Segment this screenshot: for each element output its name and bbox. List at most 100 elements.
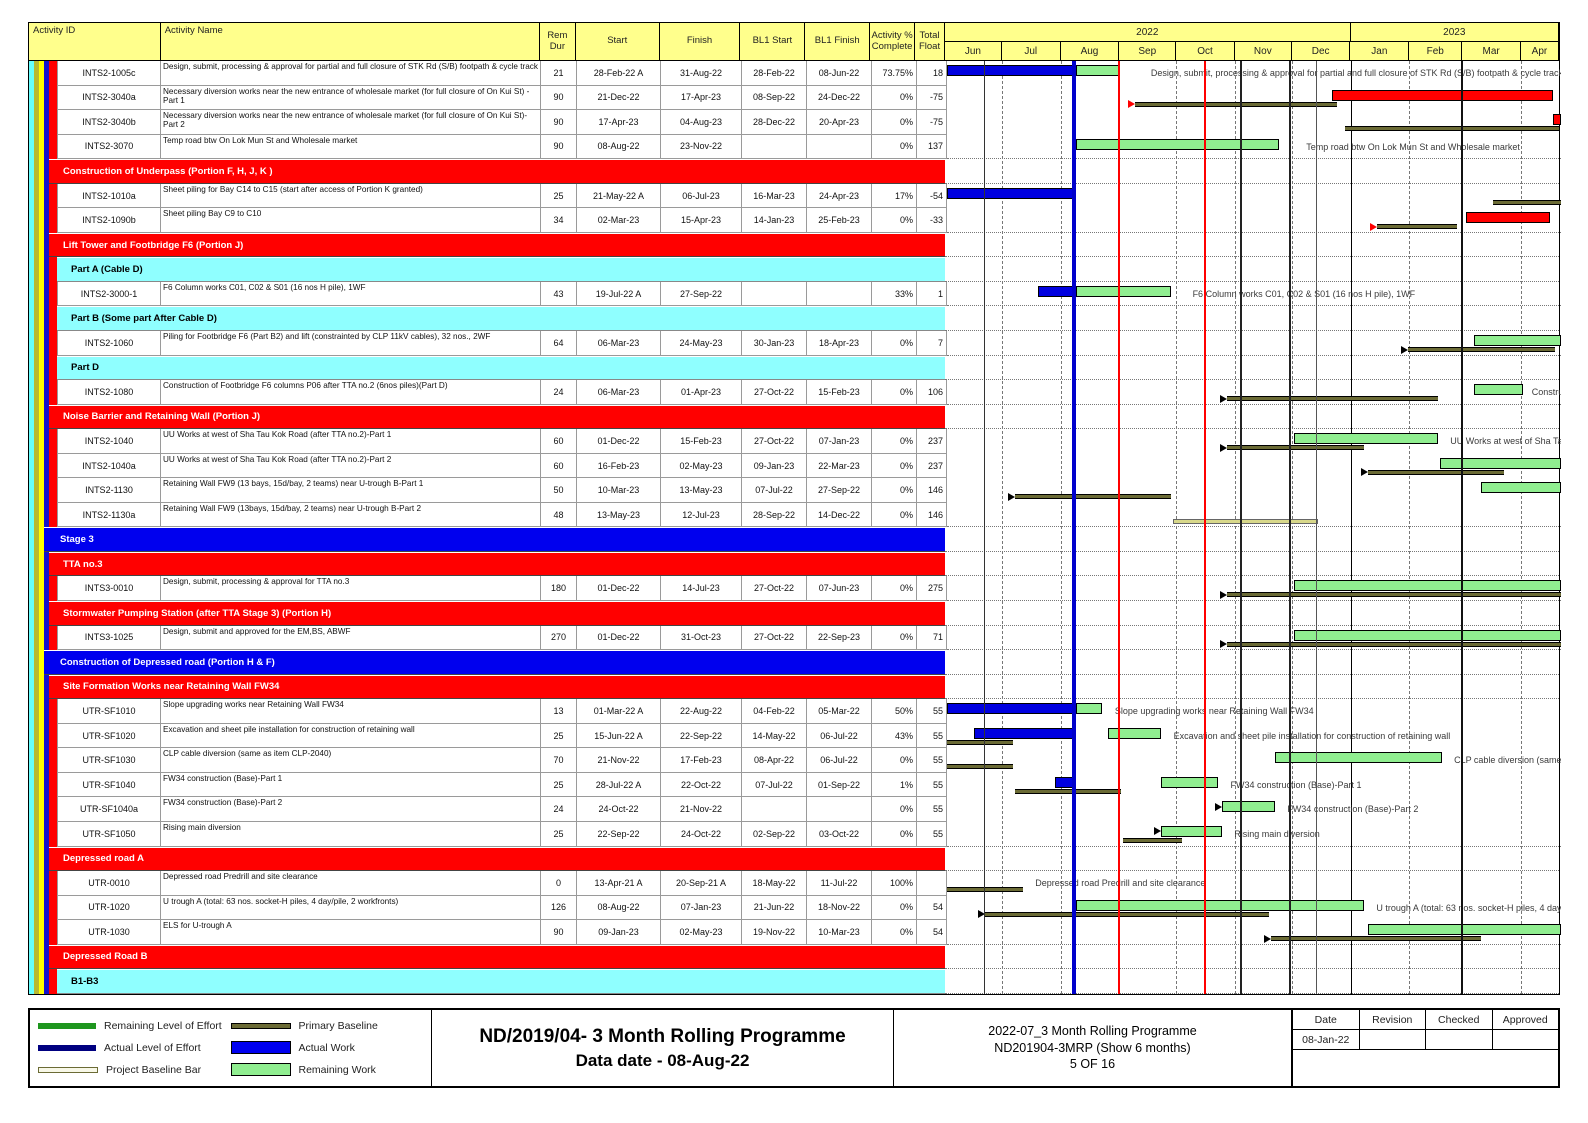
column-header: Activity % Complete: [870, 23, 916, 61]
cell-pct: 0%: [872, 576, 917, 602]
legend-item: Primary Baseline: [230, 1020, 424, 1032]
row-indent: [29, 429, 57, 454]
approval-header-cell: Checked: [1425, 1010, 1492, 1030]
group-row: Stormwater Pumping Station (after TTA St…: [29, 601, 1559, 626]
link-arrow: [1220, 394, 1228, 403]
cell-rem: 60: [541, 453, 577, 479]
approval-value-row: 08-Jan-22: [1292, 1030, 1558, 1050]
cell-rem: 126: [541, 895, 577, 921]
cell-tf: 55: [917, 772, 947, 798]
cell-pct: 0%: [872, 429, 917, 454]
cell-name: Depressed road Predrill and site clearan…: [161, 871, 541, 896]
cell-id: UTR-1030: [57, 920, 161, 945]
group-band-blue: Construction of Depressed road (Portion …: [44, 650, 945, 675]
cell-start: 16-Feb-23: [577, 453, 661, 479]
group-band-red: Noise Barrier and Retaining Wall (Portio…: [49, 404, 945, 430]
gantt-bar-base: [1015, 494, 1171, 500]
cell-id: INTS2-1010a: [57, 183, 161, 209]
cell-pct: 0%: [872, 85, 917, 111]
cell-pct: 0%: [872, 895, 917, 921]
cell-bl1f: 22-Mar-23: [807, 453, 872, 479]
activity-row: INTS2-1080 Construction of Footbridge F6 …: [29, 380, 1561, 405]
cell-name: Temp road btw On Lok Mun St and Wholesal…: [161, 134, 541, 160]
gantt-row: [945, 159, 1559, 184]
gantt-bar-rem: [1161, 825, 1222, 837]
cell-id: UTR-SF1010: [57, 699, 161, 724]
cell-tf: 55: [917, 748, 947, 773]
gantt-timescale: 2022 2023 Jun Jul Aug Sep Oct Nov Dec Jan Feb Mar Ap…: [945, 23, 1559, 61]
cell-tf: 237: [917, 453, 947, 479]
cell-id: INTS2-3040b: [57, 110, 161, 135]
gantt-row: Slope upgrading works near Retaining Wal…: [947, 699, 1561, 724]
gantt-row: [945, 969, 1559, 994]
cell-pct: 0%: [872, 110, 917, 135]
group-row: Construction of Depressed road (Portion …: [29, 650, 1559, 675]
cell-bl1f: 18-Apr-23: [807, 331, 872, 356]
gantt-bar-base: [1492, 199, 1561, 205]
cell-pct: 0%: [872, 134, 917, 160]
row-indent: [29, 380, 57, 405]
header-line: BL1 Finish: [814, 35, 860, 47]
gantt-bar-rem: [1293, 629, 1561, 641]
gantt-row: FW34 construction (Base)-Part 2: [947, 797, 1561, 822]
cell-bl1f: 20-Apr-23: [807, 110, 872, 135]
row-indent: [29, 969, 57, 994]
cell-id: UTR-SF1050: [57, 821, 161, 847]
cell-id: INTS2-1130a: [57, 502, 161, 528]
gantt-bar-base: [1227, 641, 1561, 647]
cell-bl1f: 15-Feb-23: [807, 380, 872, 405]
group-band-cyan: Part A (Cable D): [57, 257, 945, 282]
gantt-bar-base: [1134, 101, 1338, 107]
cell-bl1s: 08-Sep-22: [742, 85, 807, 111]
cell-bl1f: 03-Oct-22: [807, 821, 872, 847]
cell-tf: 54: [917, 920, 947, 945]
cell-finish: 15-Apr-23: [661, 208, 742, 233]
cell-start: 08-Aug-22: [577, 134, 661, 160]
cell-tf: 275: [917, 576, 947, 602]
cell-finish: 20-Sep-21 A: [661, 871, 742, 896]
group-band-red: TTA no.3: [49, 551, 945, 577]
activity-row: INTS2-1040 UU Works at west of Sha Tau Ko…: [29, 429, 1561, 454]
cell-pct: 0%: [872, 797, 917, 822]
legend-label: Remaining Level of Effort: [104, 1020, 222, 1032]
cell-start: 19-Jul-22 A: [577, 281, 661, 307]
group-row: Lift Tower and Footbridge F6 (Portion J): [29, 232, 1559, 258]
row-indent: [29, 478, 57, 503]
year-cell: 2023: [1350, 23, 1559, 42]
row-indent: [29, 552, 49, 577]
cell-pct: 1%: [872, 772, 917, 798]
gantt-bar-rem: [1221, 801, 1275, 813]
link-arrow: [1220, 443, 1228, 452]
gantt-bar-base: [1377, 224, 1457, 230]
cell-name: Rising main diversion: [161, 821, 541, 847]
cell-bl1f: 05-Mar-22: [807, 699, 872, 724]
gantt-bar-actual: [1055, 776, 1076, 788]
cell-finish: 15-Feb-23: [661, 429, 742, 454]
programme-title-block: ND/2019/04- 3 Month Rolling Programme Da…: [432, 1010, 894, 1086]
gantt-bar-base: [1271, 936, 1482, 942]
month-cell: Oct: [1176, 42, 1235, 61]
link-arrow: [1264, 934, 1272, 943]
activity-row: INTS3-1025 Design, submit and approved fo…: [29, 625, 1561, 651]
cell-finish: 13-May-23: [661, 478, 742, 503]
row-indent: [29, 699, 57, 724]
gantt-row: [945, 601, 1559, 626]
gantt-bar-base: [1227, 396, 1438, 402]
legend-label: Actual Work: [298, 1041, 355, 1054]
cell-rem: 0: [541, 871, 577, 896]
gantt-row: F6 Column works C01, C02 & S01 (16 nos H…: [947, 282, 1561, 307]
cell-bl1s: 14-Jan-23: [742, 208, 807, 233]
legend-label: Project Baseline Bar: [106, 1063, 202, 1076]
gantt-row: FW34 construction (Base)-Part 1: [947, 773, 1561, 798]
cell-id: INTS2-1130: [57, 478, 161, 503]
group-band-blue: Stage 3: [44, 527, 945, 552]
month-cell: Sep: [1119, 42, 1177, 61]
bar-label: FW34 construction (Base)-Part 1: [1230, 779, 1362, 790]
gantt-bar-rem: [1274, 752, 1442, 764]
cell-start: 06-Mar-23: [577, 331, 661, 356]
group-row: TTA no.3: [29, 551, 1559, 577]
column-header: Activity ID: [29, 23, 161, 61]
cell-pct: 0%: [872, 821, 917, 847]
cell-name: Slope upgrading works near Retaining Wal…: [161, 699, 541, 724]
gantt-bar-rem: [1473, 384, 1524, 396]
